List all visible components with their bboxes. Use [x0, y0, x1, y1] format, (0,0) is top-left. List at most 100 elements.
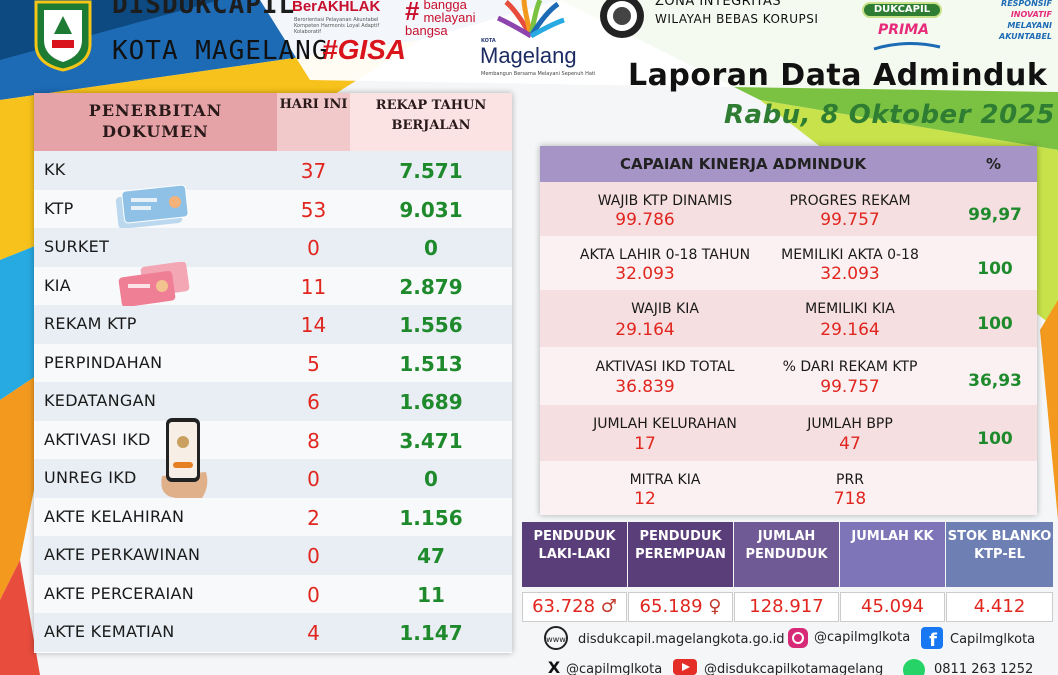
table-row: AKTE KELAHIRAN 2 1.156 [34, 497, 512, 536]
dukcapil-prima-badge: DUKCAPIL [862, 2, 942, 18]
motto-4: AKUNTABEL [999, 32, 1052, 41]
today-count: 11 [300, 274, 327, 299]
penerbitan-dokumen-table: PENERBITAN DOKUMEN HARI INI REKAP TAHUN … [34, 93, 512, 653]
year-count: 7.571 [399, 159, 463, 183]
population-value-box: 45.094 [840, 592, 945, 622]
population-value-box: 65.189 ♀ [628, 592, 733, 622]
year-count: 0 [424, 467, 438, 491]
capaian-label-left: WAJIB KTP DINAMIS [597, 193, 733, 209]
col-header-penerbitan: PENERBITAN DOKUMEN [34, 93, 277, 151]
crest-icon [34, 0, 92, 72]
facebook-handle[interactable]: Capilmglkota [950, 632, 1036, 647]
capaian-row: MITRA KIA 12 PRR 718 [540, 461, 1037, 515]
magelang-emblem-icon [496, 0, 565, 39]
today-count: 0 [307, 236, 320, 260]
capaian-kinerja-table: CAPAIAN KINERJA ADMINDUK % WAJIB KTP DIN… [540, 146, 1037, 515]
berakhlak-subtitle: Berorientasi Pelayanan Akuntabel Kompete… [294, 17, 380, 35]
population-value-box: 128.917 [734, 592, 839, 622]
capaian-value-left: 12 [634, 489, 656, 509]
capaian-label-left: MITRA KIA [629, 472, 701, 488]
motto-2: INOVATIF [1010, 10, 1052, 19]
document-name: AKTIVASI IKD [44, 429, 151, 449]
table-row: AKTE PERKAWINAN 0 47 [34, 536, 512, 575]
population-label: PENDUDUK LAKI-LAKI [522, 522, 627, 587]
population-summary: PENDUDUK LAKI-LAKI 63.728 ♂ PENDUDUK PEREM… [522, 522, 1053, 622]
population-label: PENDUDUK PEREMPUAN [628, 522, 733, 587]
capaian-row: WAJIB KTP DINAMIS 99.786 PROGRES REKAM 99.7… [540, 182, 1037, 236]
capaian-value-left: 29.164 [615, 320, 675, 340]
capaian-header: CAPAIAN KINERJA ADMINDUK % [540, 146, 1037, 182]
year-count: 11 [417, 582, 445, 607]
today-count: 0 [307, 544, 320, 568]
ktp-card-icon [115, 184, 191, 229]
capaian-value-left: 32.093 [615, 264, 675, 284]
x-handle[interactable]: @capilmglkota [566, 662, 663, 675]
whatsapp-icon [902, 658, 926, 675]
table-row: AKTE KEMATIAN 4 1.147 [34, 613, 512, 652]
today-count: 37 [300, 159, 327, 183]
report-date: Rabu, 8 Oktober 2025 [724, 100, 1055, 130]
today-count: 4 [307, 621, 320, 645]
motto: RESPONSIF INOVATIF MELAYANI AKUNTABEL [944, 0, 1052, 42]
document-name: KEDATANGAN [44, 391, 157, 410]
capaian-value-left: 99.786 [615, 210, 675, 230]
female-icon: ♀ [708, 596, 722, 617]
org-name-line1: DISDUKCAPIL [112, 0, 296, 20]
bangga-melayani-logo: # bangga melayani bangsa [405, 0, 485, 37]
website-link[interactable]: disdukcapil.magelangkota.go.id [578, 632, 785, 647]
table-row: REKAM KTP 14 1.556 [34, 305, 512, 344]
zona-integritas-line2: WILAYAH BEBAS KORUPSI [655, 12, 819, 26]
capaian-row: AKTIVASI IKD TOTAL 36.839 % DARI REKAM KTP… [540, 347, 1037, 405]
population-value: 65.189 [639, 596, 703, 617]
population-value: 128.917 [749, 596, 824, 617]
zona-integritas-line1: ZONA INTEGRITAS [655, 0, 782, 9]
document-name: AKTE PERCERAIAN [44, 583, 195, 603]
year-count: 3.471 [399, 428, 463, 453]
ikd-phone-icon [156, 416, 212, 498]
col-header-rekap: REKAP TAHUN BERJALAN [350, 93, 512, 151]
magelang-kota-label: KOTA [481, 38, 496, 44]
instagram-handle[interactable]: @capilmglkota [814, 630, 911, 645]
svg-text:X: X [548, 658, 561, 675]
capaian-label-left: AKTIVASI IKD TOTAL [595, 359, 735, 375]
year-count: 1.156 [399, 505, 463, 530]
capaian-label-right: MEMILIKI AKTA 0-18 [781, 247, 919, 263]
magelang-tagline: Membangun Bersama Melayani Sepenuh Hati [481, 71, 596, 77]
prima-swoosh-icon [872, 38, 942, 51]
table-row: KIA 11 2.879 [34, 266, 512, 305]
document-name: KIA [44, 275, 72, 295]
year-count: 0 [424, 236, 438, 260]
youtube-handle[interactable]: @disdukcapilkotamagelang [704, 662, 884, 675]
magelang-sun-icon [496, 0, 566, 39]
org-name-line2: KOTA MAGELANG [112, 36, 329, 66]
instagram-icon [786, 626, 810, 650]
berakhlak-logo: BerAKHLAK [292, 0, 381, 15]
document-name: KK [44, 160, 66, 179]
year-count: 1.689 [399, 390, 463, 414]
today-count: 2 [307, 505, 320, 530]
zona-integritas-seal [596, 0, 648, 40]
table-row: AKTE PERCERAIAN 0 11 [34, 574, 512, 613]
bangga-text: bangga melayani bangsa [405, 0, 476, 38]
table-row: SURKET 0 0 [34, 228, 512, 267]
year-count: 47 [417, 544, 445, 568]
capaian-pct-header: % [986, 155, 1002, 173]
whatsapp-number[interactable]: 0811 263 1252 [934, 662, 1034, 675]
prima-label: PRIMA [878, 22, 930, 38]
facebook-icon: f [920, 626, 944, 651]
year-count: 1.513 [399, 351, 463, 376]
capaian-value-left: 17 [634, 434, 656, 454]
gisa-logo: #GISA [322, 34, 407, 65]
today-count: 0 [307, 582, 320, 607]
page-title: Laporan Data Adminduk [628, 58, 1048, 93]
capaian-label-left: WAJIB KIA [631, 301, 699, 317]
today-count: 0 [307, 467, 320, 491]
population-value-box: 63.728 ♂ [522, 592, 627, 622]
population-label: JUMLAH PENDUDUK [734, 522, 839, 587]
capaian-title: CAPAIAN KINERJA ADMINDUK [620, 155, 867, 173]
capaian-label-right: MEMILIKI KIA [805, 301, 895, 317]
today-count: 8 [307, 428, 320, 453]
population-value: 45.094 [861, 596, 924, 617]
footer: www disdukcapil.magelangkota.go.id @capi… [540, 624, 1058, 675]
capaian-percent: 36,93 [968, 371, 1022, 391]
